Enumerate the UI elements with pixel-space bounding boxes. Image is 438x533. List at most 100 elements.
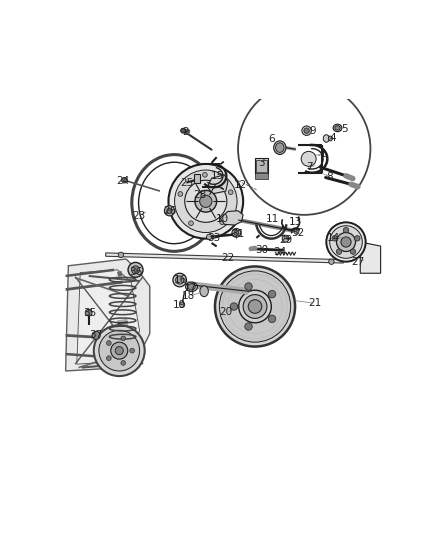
Circle shape bbox=[304, 128, 309, 133]
Ellipse shape bbox=[186, 282, 198, 292]
Circle shape bbox=[215, 266, 295, 346]
Text: 23: 23 bbox=[132, 211, 145, 221]
Text: 20: 20 bbox=[219, 307, 233, 317]
Circle shape bbox=[234, 230, 239, 235]
Circle shape bbox=[173, 273, 187, 287]
Ellipse shape bbox=[188, 284, 195, 290]
Polygon shape bbox=[66, 259, 150, 371]
Text: 33: 33 bbox=[207, 233, 220, 243]
Text: 11: 11 bbox=[265, 214, 279, 224]
Circle shape bbox=[330, 225, 362, 259]
Text: 25: 25 bbox=[180, 178, 193, 188]
Circle shape bbox=[228, 190, 233, 195]
Text: 1: 1 bbox=[320, 149, 326, 159]
Circle shape bbox=[195, 190, 217, 212]
Circle shape bbox=[220, 220, 225, 224]
Circle shape bbox=[175, 170, 237, 232]
Circle shape bbox=[94, 325, 145, 376]
Circle shape bbox=[189, 221, 193, 225]
Circle shape bbox=[118, 252, 124, 257]
Bar bbox=[256, 159, 267, 172]
Text: 7: 7 bbox=[306, 163, 313, 172]
Text: 32: 32 bbox=[291, 228, 304, 238]
Circle shape bbox=[343, 228, 349, 233]
Circle shape bbox=[302, 126, 311, 135]
Circle shape bbox=[341, 237, 351, 247]
Circle shape bbox=[202, 173, 207, 177]
Circle shape bbox=[219, 271, 291, 342]
Circle shape bbox=[230, 303, 238, 310]
Circle shape bbox=[85, 309, 92, 316]
Text: 34: 34 bbox=[273, 247, 286, 257]
Text: 35: 35 bbox=[83, 308, 96, 318]
Text: 3: 3 bbox=[258, 158, 265, 168]
Text: 31: 31 bbox=[231, 229, 244, 239]
Circle shape bbox=[268, 290, 276, 298]
Ellipse shape bbox=[335, 126, 340, 130]
Circle shape bbox=[350, 249, 356, 254]
Ellipse shape bbox=[333, 124, 342, 132]
Text: 8: 8 bbox=[326, 172, 333, 182]
Circle shape bbox=[130, 348, 134, 353]
Circle shape bbox=[121, 336, 126, 341]
Text: 10: 10 bbox=[216, 214, 230, 224]
Text: 2: 2 bbox=[182, 127, 189, 136]
Text: 14: 14 bbox=[326, 233, 340, 243]
Polygon shape bbox=[208, 175, 228, 194]
Circle shape bbox=[111, 342, 128, 359]
Polygon shape bbox=[220, 211, 243, 225]
Circle shape bbox=[164, 206, 175, 216]
Bar bbox=[255, 173, 268, 179]
Circle shape bbox=[301, 151, 316, 166]
Text: 17: 17 bbox=[184, 283, 197, 293]
Circle shape bbox=[206, 234, 212, 240]
Ellipse shape bbox=[328, 136, 332, 141]
Circle shape bbox=[106, 341, 111, 345]
Text: 29: 29 bbox=[279, 235, 293, 245]
Text: 26: 26 bbox=[163, 206, 176, 216]
Text: 13: 13 bbox=[289, 217, 302, 227]
Circle shape bbox=[294, 229, 299, 234]
Ellipse shape bbox=[276, 143, 284, 152]
Circle shape bbox=[131, 266, 140, 274]
Circle shape bbox=[167, 208, 172, 214]
Circle shape bbox=[122, 177, 127, 183]
Text: 36: 36 bbox=[129, 266, 142, 277]
Circle shape bbox=[326, 222, 366, 262]
Polygon shape bbox=[360, 243, 381, 273]
Circle shape bbox=[128, 262, 143, 277]
Circle shape bbox=[99, 330, 140, 371]
Circle shape bbox=[169, 164, 243, 239]
Circle shape bbox=[245, 282, 252, 290]
Circle shape bbox=[185, 180, 227, 222]
Text: 24: 24 bbox=[116, 176, 129, 186]
Polygon shape bbox=[77, 270, 140, 364]
Text: 27: 27 bbox=[351, 257, 364, 268]
Ellipse shape bbox=[200, 286, 208, 297]
Circle shape bbox=[243, 295, 267, 318]
Circle shape bbox=[121, 360, 126, 365]
Text: 4: 4 bbox=[330, 133, 336, 143]
Circle shape bbox=[268, 315, 276, 322]
Circle shape bbox=[248, 300, 262, 313]
Circle shape bbox=[336, 232, 356, 252]
Text: 30: 30 bbox=[255, 245, 268, 255]
Text: 18: 18 bbox=[182, 292, 195, 301]
Text: 15: 15 bbox=[210, 171, 224, 181]
Circle shape bbox=[176, 276, 184, 284]
Circle shape bbox=[355, 236, 360, 241]
Bar bbox=[255, 158, 268, 174]
Circle shape bbox=[239, 290, 271, 323]
Circle shape bbox=[106, 356, 111, 361]
Text: 9: 9 bbox=[309, 126, 316, 136]
Circle shape bbox=[282, 235, 289, 242]
Text: 16: 16 bbox=[174, 275, 187, 285]
Circle shape bbox=[328, 259, 334, 264]
Circle shape bbox=[179, 302, 185, 308]
Text: 5: 5 bbox=[342, 124, 348, 134]
Circle shape bbox=[92, 332, 100, 340]
Circle shape bbox=[336, 249, 342, 254]
Circle shape bbox=[178, 191, 183, 196]
Circle shape bbox=[200, 195, 212, 207]
Circle shape bbox=[245, 323, 252, 330]
